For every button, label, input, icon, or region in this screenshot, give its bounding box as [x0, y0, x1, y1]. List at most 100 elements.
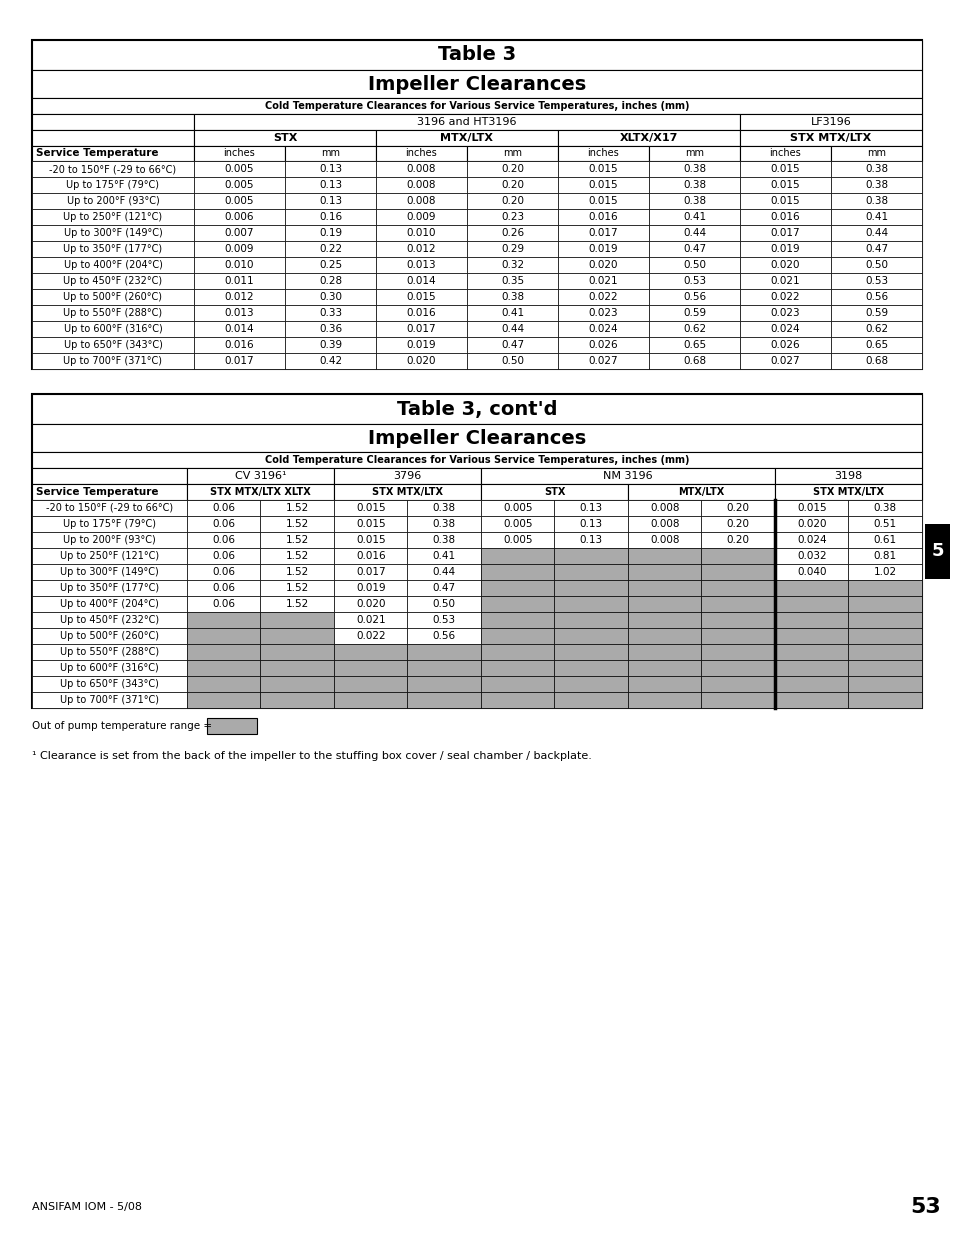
- Text: 0.38: 0.38: [682, 196, 705, 206]
- Bar: [187, 676, 260, 692]
- Bar: [554, 692, 627, 708]
- Text: 0.016: 0.016: [770, 212, 800, 222]
- Bar: [375, 241, 467, 257]
- Bar: [285, 353, 375, 369]
- Bar: [648, 177, 740, 193]
- Bar: [32, 337, 193, 353]
- Text: 0.016: 0.016: [406, 308, 436, 317]
- Bar: [700, 532, 774, 548]
- Bar: [334, 484, 480, 500]
- Text: 0.33: 0.33: [318, 308, 342, 317]
- Bar: [193, 146, 285, 161]
- Bar: [187, 597, 260, 613]
- Text: 0.027: 0.027: [588, 356, 618, 366]
- Bar: [334, 643, 407, 659]
- Bar: [830, 353, 921, 369]
- Text: Service Temperature: Service Temperature: [36, 487, 158, 496]
- Text: 0.38: 0.38: [864, 164, 887, 174]
- Bar: [334, 468, 480, 484]
- Bar: [774, 692, 847, 708]
- Bar: [847, 629, 921, 643]
- Text: 0.41: 0.41: [864, 212, 887, 222]
- Bar: [285, 273, 375, 289]
- Bar: [700, 659, 774, 676]
- Text: Service Temperature: Service Temperature: [36, 148, 158, 158]
- Text: 0.50: 0.50: [433, 599, 456, 609]
- Bar: [187, 629, 260, 643]
- Bar: [558, 321, 648, 337]
- Text: Up to 350°F (177°C): Up to 350°F (177°C): [60, 583, 159, 593]
- Bar: [830, 273, 921, 289]
- Bar: [187, 516, 260, 532]
- Text: mm: mm: [866, 148, 885, 158]
- Bar: [260, 597, 334, 613]
- Bar: [830, 225, 921, 241]
- Bar: [648, 353, 740, 369]
- Text: 0.013: 0.013: [225, 308, 254, 317]
- Text: STX MTX/LTX XLTX: STX MTX/LTX XLTX: [210, 487, 311, 496]
- Text: 0.44: 0.44: [433, 567, 456, 577]
- Text: 0.19: 0.19: [318, 228, 342, 238]
- Text: Up to 250°F (121°C): Up to 250°F (121°C): [63, 212, 162, 222]
- Bar: [740, 289, 830, 305]
- Text: 0.014: 0.014: [225, 324, 254, 333]
- Bar: [558, 305, 648, 321]
- Bar: [830, 241, 921, 257]
- Text: 0.13: 0.13: [579, 519, 602, 529]
- Bar: [32, 273, 193, 289]
- Bar: [285, 209, 375, 225]
- Text: 1.52: 1.52: [285, 599, 309, 609]
- Bar: [554, 580, 627, 597]
- Bar: [700, 692, 774, 708]
- Bar: [700, 629, 774, 643]
- Bar: [32, 629, 187, 643]
- Text: 0.015: 0.015: [796, 503, 825, 513]
- Text: 0.06: 0.06: [212, 519, 235, 529]
- Bar: [558, 273, 648, 289]
- Text: 0.021: 0.021: [588, 275, 618, 287]
- Bar: [334, 613, 407, 629]
- Text: 0.015: 0.015: [770, 164, 800, 174]
- Text: 1.52: 1.52: [285, 567, 309, 577]
- Text: Up to 650°F (343°C): Up to 650°F (343°C): [60, 679, 159, 689]
- Bar: [480, 643, 554, 659]
- Bar: [187, 564, 260, 580]
- Bar: [260, 676, 334, 692]
- Text: 0.024: 0.024: [796, 535, 825, 545]
- Text: 0.013: 0.013: [406, 261, 436, 270]
- Bar: [648, 241, 740, 257]
- Bar: [32, 40, 921, 369]
- Bar: [193, 353, 285, 369]
- Bar: [260, 659, 334, 676]
- Text: 0.51: 0.51: [873, 519, 896, 529]
- Bar: [558, 161, 648, 177]
- Bar: [32, 114, 193, 130]
- Bar: [32, 613, 187, 629]
- Text: 0.020: 0.020: [770, 261, 800, 270]
- Bar: [558, 241, 648, 257]
- Bar: [375, 177, 467, 193]
- Bar: [32, 193, 193, 209]
- Text: 0.81: 0.81: [873, 551, 896, 561]
- Bar: [847, 580, 921, 597]
- Bar: [480, 580, 554, 597]
- Text: STX: STX: [543, 487, 564, 496]
- Text: 0.13: 0.13: [579, 503, 602, 513]
- Text: 0.015: 0.015: [770, 196, 800, 206]
- Bar: [467, 225, 558, 241]
- Bar: [847, 659, 921, 676]
- Text: 0.41: 0.41: [500, 308, 523, 317]
- Bar: [260, 643, 334, 659]
- Bar: [554, 564, 627, 580]
- Text: 0.027: 0.027: [770, 356, 800, 366]
- Text: 0.015: 0.015: [355, 519, 385, 529]
- Bar: [847, 548, 921, 564]
- Bar: [467, 177, 558, 193]
- Bar: [467, 257, 558, 273]
- Bar: [32, 424, 921, 452]
- Text: 0.50: 0.50: [864, 261, 887, 270]
- Bar: [740, 257, 830, 273]
- Bar: [32, 484, 187, 500]
- Text: 0.20: 0.20: [726, 519, 749, 529]
- Text: 0.008: 0.008: [649, 519, 679, 529]
